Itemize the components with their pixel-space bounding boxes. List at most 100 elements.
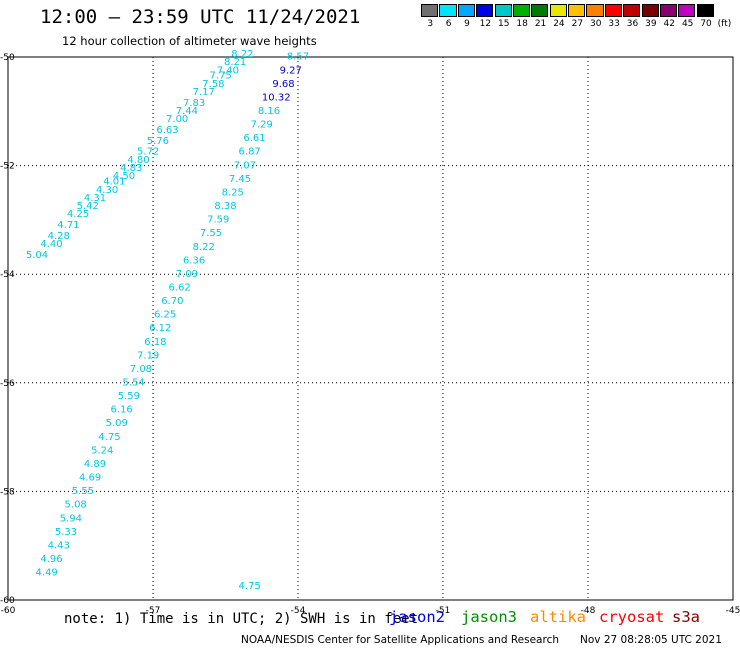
legend-level-13: 42 — [663, 19, 675, 29]
data-point-label: 4.75 — [239, 581, 261, 592]
legend-color-10 — [604, 4, 622, 17]
data-point-label: 10.32 — [262, 92, 291, 103]
data-point-label: 4.80 — [127, 155, 149, 166]
data-point-label: 5.08 — [65, 500, 87, 511]
x-tick-label: -45 — [726, 606, 740, 616]
data-point-label: 7.44 — [176, 106, 198, 117]
data-point-label: 4.40 — [40, 239, 62, 250]
y-tick-label: -56 — [0, 379, 15, 389]
x-tick-label: -54 — [291, 606, 306, 616]
x-tick-label: -51 — [436, 606, 451, 616]
data-point-label: 4.69 — [79, 473, 101, 484]
data-point-label: 8.16 — [258, 106, 280, 117]
data-point-label: 7.29 — [251, 120, 273, 131]
data-point-label: 5.72 — [137, 147, 159, 158]
y-tick-label: -58 — [0, 487, 15, 497]
color-legend: 3 6 9 12 15 18 21 24 27 30 33 36 39 42 45 70 (ft) — [421, 4, 734, 29]
legend-color-0 — [421, 4, 439, 17]
data-point-label: 6.36 — [183, 255, 205, 266]
data-point-label: 7.40 — [217, 65, 239, 76]
data-point-label: 6.25 — [154, 310, 176, 321]
y-tick-label: -60 — [0, 596, 15, 606]
legend-level-labels: 3 6 9 12 15 18 21 24 27 30 33 36 39 42 45 70 (ft) — [421, 17, 734, 29]
data-point-label: 7.55 — [200, 228, 222, 239]
legend-color-9 — [586, 4, 604, 17]
legend-level-6: 21 — [534, 19, 547, 29]
data-point-label: 4.89 — [84, 459, 106, 470]
data-point-label: 4.31 — [84, 193, 106, 204]
legend-level-1: 6 — [445, 19, 452, 29]
data-point-label: 5.59 — [118, 391, 140, 402]
satellite-jason2: jason2 — [389, 608, 445, 626]
legend-level-10: 33 — [608, 19, 620, 29]
data-point-label: 7.17 — [193, 87, 215, 98]
data-point-label: 7.83 — [183, 98, 205, 109]
legend-level-12: 39 — [645, 19, 657, 29]
data-point-label: 4.96 — [40, 554, 62, 565]
data-point-label: 6.70 — [161, 296, 183, 307]
legend-color-7 — [549, 4, 567, 17]
chart-subtitle: 12 hour collection of altimeter wave hei… — [62, 34, 317, 48]
data-point-label: 9.27 — [280, 65, 302, 76]
data-point-label: 4.25 — [67, 209, 89, 220]
data-point-label: 7.58 — [202, 79, 224, 90]
data-point-label: 5.24 — [91, 445, 113, 456]
legend-color-12 — [641, 4, 659, 17]
data-point-label: 5.33 — [55, 527, 77, 538]
footer-credit: NOAA/NESDIS Center for Satellite Applica… — [241, 634, 559, 646]
data-point-label: 8.25 — [222, 187, 244, 198]
data-point-label: 8.57 — [287, 52, 309, 63]
satellite-s3a: s3a — [672, 608, 700, 626]
legend-color-15 — [696, 4, 714, 17]
legend-color-8 — [568, 4, 586, 17]
footer-timestamp: Nov 27 08:28:05 UTC 2021 — [580, 634, 722, 646]
data-point-label: 7.19 — [137, 350, 159, 361]
data-point-label: 7.00 — [166, 114, 188, 125]
data-point-label: 6.18 — [144, 337, 166, 348]
data-point-label: 5.09 — [106, 418, 128, 429]
legend-level-2: 9 — [464, 19, 470, 29]
data-point-label: 5.55 — [72, 486, 94, 497]
y-tick-label: -52 — [0, 162, 15, 172]
data-point-label: 4.50 — [113, 171, 135, 182]
data-point-label: 7.75 — [210, 71, 232, 82]
data-point-label: 7.08 — [130, 364, 152, 375]
legend-color-2 — [457, 4, 475, 17]
satellite-altika: altika — [530, 608, 586, 626]
legend-color-3 — [476, 4, 494, 17]
legend-level-7: 24 — [553, 19, 565, 29]
satellite-cryosat: cryosat — [599, 608, 665, 626]
legend-level-5: 18 — [516, 19, 528, 29]
data-point-label: 8.21 — [224, 57, 246, 68]
data-point-label: 6.61 — [243, 133, 265, 144]
data-point-label: 4.71 — [57, 220, 79, 231]
data-point-label: 6.62 — [168, 282, 190, 293]
legend-level-11: 36 — [626, 19, 639, 29]
data-point-label: 4.01 — [103, 177, 125, 188]
data-point-label: 6.16 — [110, 405, 132, 416]
data-point-label: 6.87 — [239, 147, 261, 158]
data-point-label: 7.07 — [234, 160, 256, 171]
x-tick-label: -48 — [581, 606, 596, 616]
y-tick-label: -54 — [0, 270, 15, 280]
legend-level-14: 45 — [681, 19, 694, 29]
legend-unit: (ft) — [717, 19, 732, 29]
legend-level-0: 3 — [427, 19, 434, 29]
legend-level-9: 30 — [589, 19, 602, 29]
legend-color-4 — [494, 4, 512, 17]
x-tick-label: -57 — [146, 606, 161, 616]
data-point-label: 8.22 — [193, 242, 215, 253]
legend-color-1 — [439, 4, 457, 17]
data-point-label: 4.28 — [48, 231, 70, 242]
legend-color-13 — [659, 4, 678, 17]
legend-level-15: 70 — [700, 19, 712, 29]
x-tick-label: -60 — [1, 606, 16, 616]
plot-frame — [7, 56, 734, 601]
data-point-label: 4.30 — [96, 185, 118, 196]
satellite-jason3: jason3 — [461, 608, 517, 626]
legend-color-14 — [678, 4, 696, 17]
data-point-label: 6.63 — [156, 125, 178, 136]
data-point-label: 7.09 — [176, 269, 198, 280]
data-point-label: 8.22 — [231, 49, 253, 60]
